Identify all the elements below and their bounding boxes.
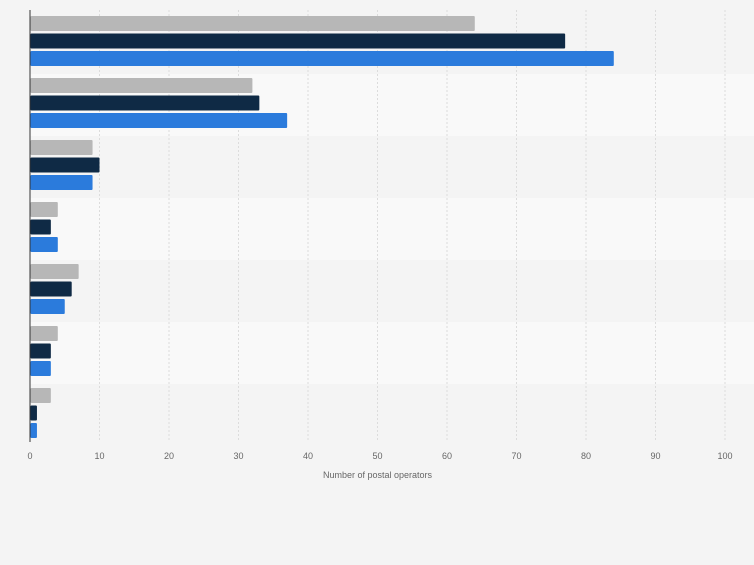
- category-band: [30, 260, 754, 322]
- bar: [30, 326, 58, 341]
- bar: [30, 299, 65, 314]
- x-tick-label: 80: [581, 451, 591, 461]
- x-tick-label: 60: [442, 451, 452, 461]
- bar: [30, 157, 100, 173]
- bar: [30, 388, 51, 403]
- bar: [30, 16, 475, 31]
- bar: [30, 343, 51, 359]
- bar: [30, 95, 260, 111]
- bar: [30, 405, 37, 421]
- bar: [30, 140, 93, 155]
- x-tick-label: 70: [511, 451, 521, 461]
- x-tick-labels: 0 10 20 30 40 50 60 70 80 90 100: [27, 451, 732, 461]
- x-tick-label: 40: [303, 451, 313, 461]
- bar: [30, 361, 51, 376]
- bar: [30, 281, 72, 297]
- bar: [30, 175, 93, 190]
- category-bands: [30, 12, 754, 446]
- bar: [30, 423, 37, 438]
- category-band: [30, 322, 754, 384]
- gridlines: [99, 10, 726, 442]
- x-tick-label: 20: [164, 451, 174, 461]
- bar: [30, 51, 614, 66]
- x-tick-label: 0: [27, 451, 32, 461]
- bar: [30, 264, 79, 279]
- category-band: [30, 198, 754, 260]
- x-tick-label: 90: [650, 451, 660, 461]
- category-band: [30, 136, 754, 198]
- bars: [30, 16, 614, 438]
- bar: [30, 202, 58, 217]
- x-tick-label: 10: [94, 451, 104, 461]
- bar: [30, 33, 566, 49]
- category-band: [30, 384, 754, 446]
- x-tick-label: 30: [233, 451, 243, 461]
- x-tick-label: 50: [372, 451, 382, 461]
- bar: [30, 78, 253, 93]
- bar: [30, 113, 288, 128]
- x-tick-label: 100: [717, 451, 732, 461]
- x-axis-label: Number of postal operators: [323, 470, 433, 480]
- bar: [30, 237, 58, 252]
- bar: [30, 219, 51, 235]
